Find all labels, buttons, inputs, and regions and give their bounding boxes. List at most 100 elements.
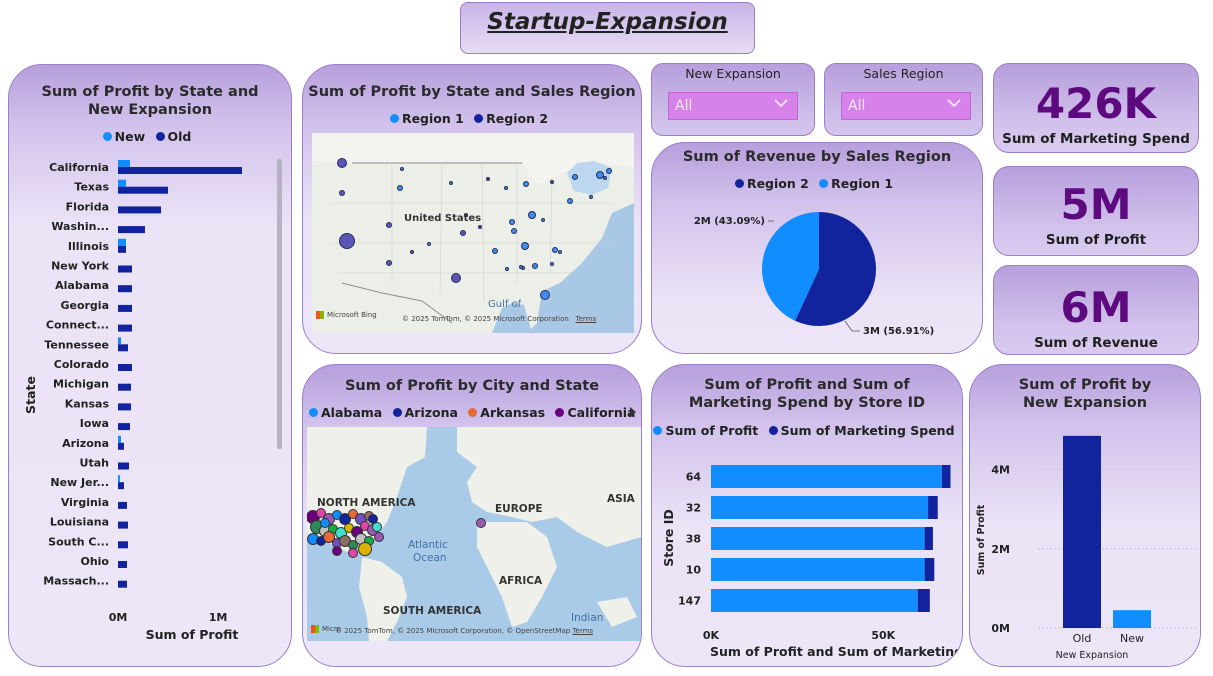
us-map[interactable]: United States Gulf of Microsoft Bing © 2… — [312, 133, 634, 333]
state-tick-label: Georgia — [60, 299, 109, 312]
region-dropdown[interactable]: All — [841, 92, 971, 120]
legend-item-arizona[interactable]: Arizona — [392, 405, 458, 420]
map-bubble — [320, 518, 330, 528]
store-bar-marketing — [917, 589, 930, 612]
store-bar-profit — [711, 527, 925, 550]
state-scrollbar[interactable] — [277, 159, 282, 449]
kpi-profit-card[interactable]: 5M Sum of Profit — [993, 166, 1199, 256]
state-bar-old — [118, 344, 128, 352]
region-slicer-label: Sales Region — [863, 66, 944, 81]
legend-item-region1[interactable]: Region 1 — [389, 111, 464, 126]
us-map-canvas — [312, 133, 634, 333]
state-x-tick: 0M — [109, 611, 128, 624]
expansion-chart-title: Sum of Profit by New Expansion — [1018, 377, 1152, 411]
page-title-box: Startup-Expansion — [460, 2, 755, 54]
map-label-us: United States — [404, 213, 482, 224]
map-bubble — [519, 265, 523, 269]
map-bubble — [572, 174, 578, 180]
expansion-x-tick: New — [1120, 632, 1144, 645]
state-bar-old — [118, 364, 132, 371]
expansion-slicer-label: New Expansion — [685, 66, 781, 81]
legend-item-old[interactable]: Old — [155, 129, 191, 144]
microsoft-logo-icon — [311, 625, 319, 633]
map-bubble — [528, 211, 536, 219]
state-tick-label: South C... — [48, 535, 109, 548]
expansion-y-tick: 4M — [991, 464, 1010, 477]
revenue-pie-card[interactable]: Sum of Revenue by Sales Region Region 2 … — [651, 142, 983, 354]
legend-item-california[interactable]: California — [555, 405, 635, 420]
expansion-slicer[interactable]: New Expansion All — [651, 63, 815, 136]
kpi-revenue-label: Sum of Revenue — [1034, 335, 1158, 351]
legend-item-region2[interactable]: Region 2 — [474, 111, 548, 126]
pie-data-label: 3M (56.91%) — [863, 326, 934, 337]
store-chart-card[interactable]: Sum of Profit and Sum of Marketing Spend… — [651, 364, 963, 667]
map-bubble — [558, 250, 562, 254]
world-map[interactable]: NORTH AMERICA EUROPE ASIA Atlantic Ocean… — [307, 427, 641, 641]
map-bubble — [410, 250, 414, 254]
legend-dot — [734, 179, 744, 188]
state-bar-old — [118, 304, 132, 312]
state-bar-new — [118, 475, 120, 483]
state-bar-old — [118, 265, 132, 273]
legend-dot — [555, 408, 565, 417]
region-map-card[interactable]: Sum of Profit by State and Sales Region … — [302, 64, 642, 354]
state-bar-old — [118, 423, 130, 431]
kpi-revenue-card[interactable]: 6M Sum of Revenue — [993, 265, 1199, 355]
region-slicer[interactable]: Sales Region All — [824, 63, 983, 136]
expansion-chart-card[interactable]: Sum of Profit by New Expansion Sum of Pr… — [969, 364, 1201, 667]
state-xlabel: Sum of Profit — [146, 627, 239, 642]
state-bar-old — [118, 167, 242, 174]
expansion-dropdown-value: All — [675, 98, 693, 114]
pie-legend: Region 2 Region 1 — [652, 176, 982, 191]
store-ylabel: Store ID — [661, 509, 676, 567]
map-bubble — [486, 177, 490, 181]
map-bubble — [541, 218, 545, 222]
expansion-bar — [1063, 435, 1101, 628]
pie-title: Sum of Revenue by Sales Region — [682, 149, 952, 165]
region-dropdown-value: All — [848, 98, 866, 114]
state-tick-label: New Jer... — [50, 476, 109, 489]
state-bar-new — [118, 160, 130, 167]
legend-dot — [768, 426, 778, 435]
expansion-x-tick: Old — [1073, 632, 1092, 645]
state-tick-label: Kansas — [65, 397, 110, 410]
expansion-dropdown[interactable]: All — [668, 92, 798, 120]
map-bubble — [505, 267, 509, 271]
state-tick-label: Louisiana — [50, 516, 109, 529]
legend-item-region1[interactable]: Region 1 — [819, 176, 893, 191]
map-bubble — [596, 171, 604, 179]
map-terms-link[interactable]: Terms — [575, 315, 597, 323]
legend-next-arrow-icon[interactable] — [630, 407, 636, 417]
state-chart-title: Sum of Profit by State and New Expansion — [41, 84, 259, 118]
legend-item-new[interactable]: New — [102, 129, 145, 144]
map-bubble — [492, 248, 498, 254]
state-bar-new — [118, 337, 121, 345]
page-title: Startup-Expansion — [487, 9, 728, 35]
state-tick-label: Colorado — [54, 358, 110, 371]
city-map-card[interactable]: Sum of Profit by City and State Alabama … — [302, 364, 642, 667]
kpi-revenue-value: 6M — [1060, 283, 1132, 332]
kpi-marketing-spend-card[interactable]: 426K Sum of Marketing Spend — [993, 63, 1199, 153]
legend-item-marketing[interactable]: Sum of Marketing Spend — [768, 423, 955, 438]
map-bubble — [552, 247, 558, 253]
state-tick-label: Virginia — [61, 496, 109, 509]
map-bubble — [550, 262, 554, 266]
state-bar-old — [118, 403, 131, 411]
map-bubble — [603, 176, 607, 180]
legend-item-region2[interactable]: Region 2 — [734, 176, 809, 191]
legend-item-profit[interactable]: Sum of Profit — [653, 423, 758, 438]
state-expansion-card[interactable]: Sum of Profit by State and New Expansion… — [8, 64, 292, 667]
store-chart-title: Sum of Profit and Sum of Marketing Spend… — [688, 377, 926, 411]
map-label-africa: AFRICA — [499, 575, 543, 587]
store-bar-marketing — [941, 465, 951, 488]
legend-item-alabama[interactable]: Alabama — [309, 405, 382, 420]
map-bubble — [374, 532, 384, 542]
legend-item-arkansas[interactable]: Arkansas — [468, 405, 545, 420]
map-bubble — [339, 233, 355, 249]
map-terms-link[interactable]: Terms — [572, 627, 594, 635]
map-bubble — [368, 514, 378, 524]
state-bar-old — [118, 186, 168, 194]
state-bar-new — [118, 435, 121, 443]
store-xlabel: Sum of Profit and Sum of Marketing S... — [710, 644, 963, 659]
state-bar-old — [118, 226, 145, 234]
